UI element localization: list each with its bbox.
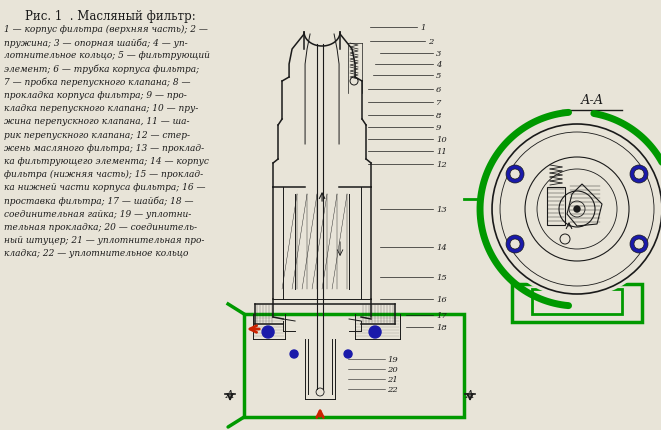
Text: жина перепускного клапана, 11 — ша-: жина перепускного клапана, 11 — ша-	[4, 117, 190, 126]
Circle shape	[290, 350, 298, 358]
Text: соединительная гайка; 19 — уплотни-: соединительная гайка; 19 — уплотни-	[4, 209, 192, 218]
Text: 7 — пробка перепускного клапана; 8 —: 7 — пробка перепускного клапана; 8 —	[4, 78, 190, 87]
Text: кладка перепускного клапана; 10 — пру-: кладка перепускного клапана; 10 — пру-	[4, 104, 198, 113]
Text: проставка фильтра; 17 — шайба; 18 —: проставка фильтра; 17 — шайба; 18 —	[4, 196, 194, 206]
Text: А-А: А-А	[580, 94, 603, 107]
Circle shape	[506, 236, 524, 253]
Circle shape	[574, 206, 580, 212]
Text: 17: 17	[436, 311, 447, 319]
Text: ка фильтрующего элемента; 14 — корпус: ка фильтрующего элемента; 14 — корпус	[4, 157, 209, 166]
Circle shape	[477, 110, 661, 309]
Text: жень масляного фильтра; 13 — проклад-: жень масляного фильтра; 13 — проклад-	[4, 144, 204, 153]
Text: 10: 10	[436, 136, 447, 144]
Circle shape	[630, 166, 648, 184]
Circle shape	[369, 326, 381, 338]
Text: прокладка корпуса фильтра; 9 — про-: прокладка корпуса фильтра; 9 — про-	[4, 91, 187, 100]
Bar	[547, 187, 565, 225]
Text: 22: 22	[387, 385, 398, 393]
Text: 1 — корпус фильтра (верхняя часть); 2 —: 1 — корпус фильтра (верхняя часть); 2 —	[4, 25, 208, 34]
Text: 9: 9	[436, 124, 442, 132]
Text: 18: 18	[436, 323, 447, 331]
Circle shape	[262, 326, 274, 338]
Text: 2: 2	[428, 38, 434, 46]
Text: A: A	[226, 389, 234, 399]
Text: 7: 7	[436, 99, 442, 107]
Circle shape	[634, 240, 644, 249]
Text: фильтра (нижняя часть); 15 — проклад-: фильтра (нижняя часть); 15 — проклад-	[4, 170, 203, 179]
Circle shape	[506, 166, 524, 184]
Text: ный штуцер; 21 — уплотнительная про-: ный штуцер; 21 — уплотнительная про-	[4, 236, 204, 245]
Text: ка нижней части корпуса фильтра; 16 —: ка нижней части корпуса фильтра; 16 —	[4, 183, 206, 192]
Text: 19: 19	[387, 355, 398, 363]
Text: 11: 11	[436, 147, 447, 156]
Text: 3: 3	[436, 50, 442, 58]
Text: 12: 12	[436, 161, 447, 169]
Text: пружина; 3 — опорная шайба; 4 — уп-: пружина; 3 — опорная шайба; 4 — уп-	[4, 38, 188, 48]
Text: A: A	[466, 389, 474, 399]
Text: тельная прокладка; 20 — соединитель-: тельная прокладка; 20 — соединитель-	[4, 222, 197, 231]
Text: 13: 13	[436, 206, 447, 214]
Circle shape	[488, 121, 661, 298]
Text: 4: 4	[436, 61, 442, 69]
Circle shape	[510, 169, 520, 180]
Text: 15: 15	[436, 273, 447, 281]
Circle shape	[634, 169, 644, 180]
Circle shape	[344, 350, 352, 358]
Text: лотнительное кольцо; 5 — фильтрующий: лотнительное кольцо; 5 — фильтрующий	[4, 51, 210, 60]
Text: Рис. 1  . Масляный фильтр:: Рис. 1 . Масляный фильтр:	[24, 10, 196, 23]
Circle shape	[630, 236, 648, 253]
Text: кладка; 22 — уплотнительное кольцо: кладка; 22 — уплотнительное кольцо	[4, 249, 188, 258]
Text: 20: 20	[387, 365, 398, 373]
Text: 16: 16	[436, 295, 447, 303]
Text: 21: 21	[387, 375, 398, 383]
Text: 5: 5	[436, 72, 442, 80]
Circle shape	[510, 240, 520, 249]
Text: 8: 8	[436, 112, 442, 120]
Text: элемент; 6 — трубка корпуса фильтра;: элемент; 6 — трубка корпуса фильтра;	[4, 64, 199, 74]
Text: рик перепускного клапана; 12 — стер-: рик перепускного клапана; 12 — стер-	[4, 130, 190, 139]
Text: 1: 1	[420, 24, 426, 32]
Text: 6: 6	[436, 86, 442, 94]
Text: 14: 14	[436, 243, 447, 252]
